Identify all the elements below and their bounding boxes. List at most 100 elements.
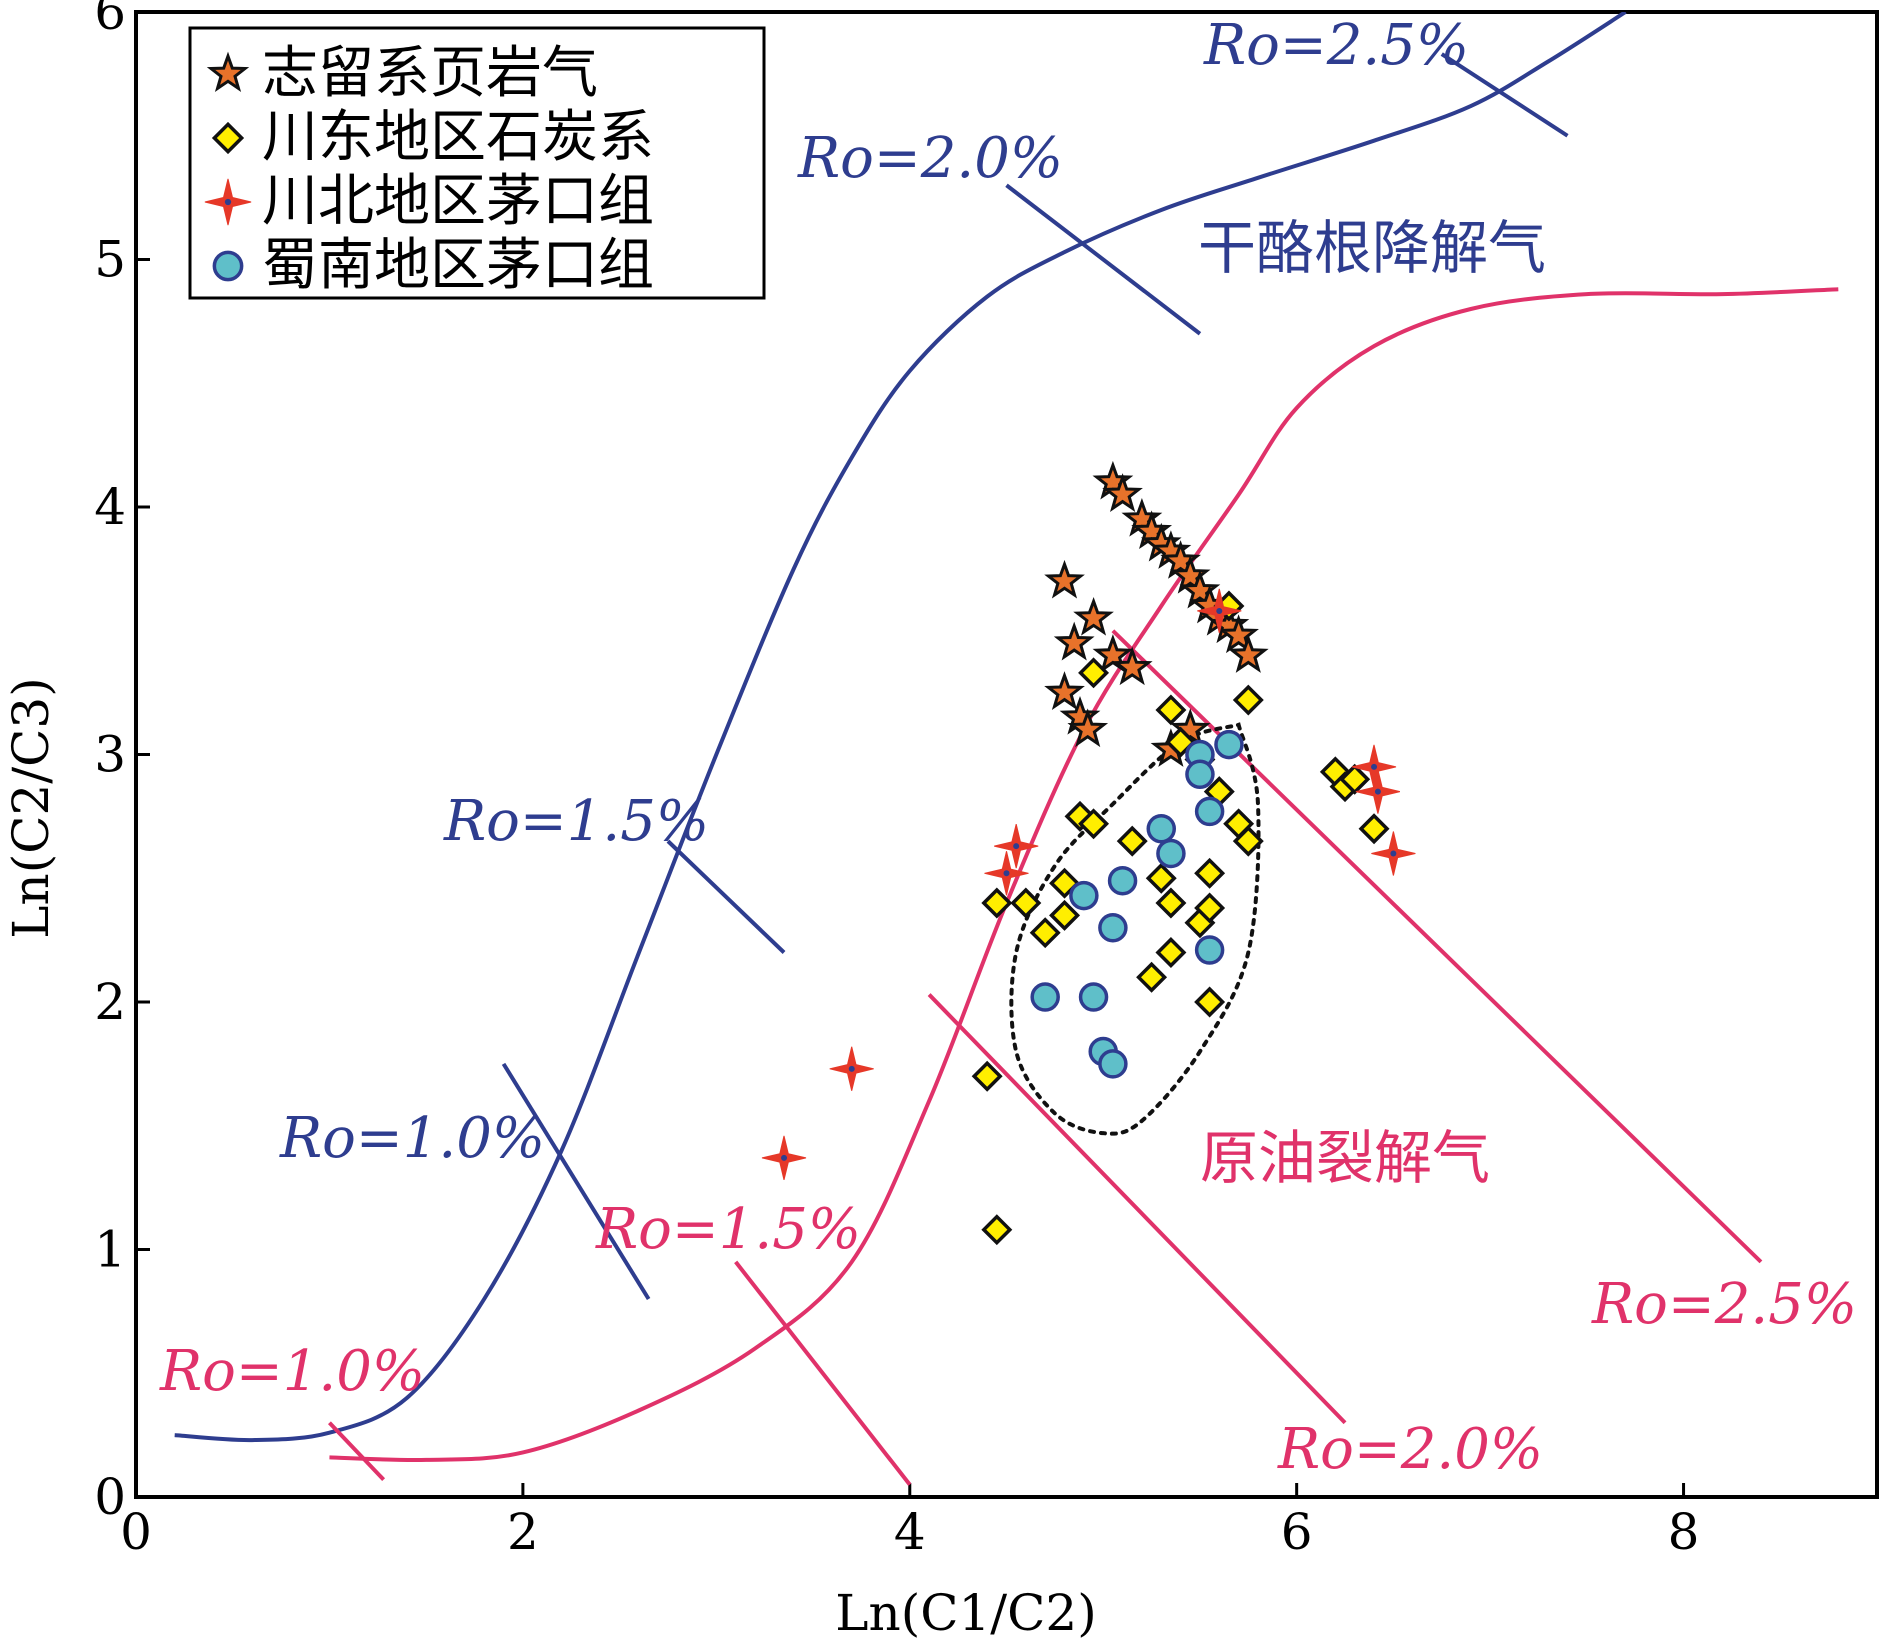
y-tick-label: 5	[94, 231, 126, 289]
sparkle-point	[994, 823, 1039, 869]
legend-star-icon	[206, 51, 250, 92]
star-point	[1111, 646, 1153, 686]
sparkle-point	[1355, 769, 1401, 814]
legend-diamond-icon	[211, 121, 245, 155]
circle-point	[1194, 796, 1225, 827]
diamond-point	[1145, 862, 1177, 894]
circle-point	[1098, 913, 1128, 943]
y-tick-label: 4	[94, 478, 126, 536]
x-tick-label: 8	[1668, 1503, 1700, 1561]
circle-point	[1030, 982, 1060, 1012]
kerogen-curve	[174, 12, 1627, 1443]
kerogen-iso-line	[1440, 52, 1569, 138]
svg-text:Ro=1.5%: Ro=1.5%	[595, 1197, 861, 1262]
sparkle-point	[984, 851, 1029, 896]
star-point	[1092, 634, 1134, 673]
diamond-point	[1194, 857, 1226, 889]
diamond-point	[1232, 684, 1264, 716]
svg-text:Ro=2.5%: Ro=2.5%	[1203, 13, 1469, 78]
star-point	[1179, 569, 1221, 609]
diamond-point	[1358, 813, 1390, 845]
ro-labels: Ro=2.5% Ro=2.0% Ro=1.5% Ro=1.0% Ro=1.0% …	[159, 13, 1857, 1482]
diamond-point	[1029, 917, 1061, 949]
oil-cracking-curve	[329, 287, 1839, 1463]
oil-cracking-iso-line	[927, 993, 1347, 1425]
x-axis-title: Ln(C1/C2)	[835, 1584, 1096, 1642]
kerogen-iso-line	[666, 839, 786, 954]
diamond-point	[1136, 961, 1168, 993]
sparkle-point	[829, 1046, 874, 1091]
axis-ticks: 0 2 4 6 8 0 1 2 3 4 5 6	[94, 0, 1699, 1561]
diamond-point	[1078, 657, 1110, 689]
diamond-point	[1155, 887, 1187, 919]
legend: 志留系页岩气 川东地区石炭系 川北地区茅口组 蜀南地区茅口组	[188, 26, 766, 300]
kerogen-iso-line	[1005, 183, 1202, 336]
diamond-point	[1194, 892, 1226, 924]
diamond-point	[1232, 825, 1264, 857]
diamond-point	[1049, 899, 1081, 931]
circle-point	[1146, 814, 1177, 844]
star-point	[1044, 559, 1085, 599]
circle-point	[1214, 729, 1244, 760]
diamond-point	[1010, 887, 1042, 919]
circle-point	[1156, 838, 1186, 869]
svg-text:Ro=2.5%: Ro=2.5%	[1591, 1272, 1857, 1337]
svg-text:Ro=1.0%: Ro=1.0%	[159, 1339, 425, 1404]
diamond-point	[1339, 763, 1371, 795]
star-point	[1169, 554, 1211, 594]
x-tick-label: 0	[120, 1503, 152, 1561]
data-markers	[761, 460, 1416, 1246]
star-point	[1160, 540, 1201, 579]
x-tick-label: 2	[507, 1503, 539, 1561]
ro-label-kerogen-1.5: Ro=1.5%	[443, 789, 709, 854]
diamond-point	[1064, 800, 1096, 832]
sparkle-point	[1197, 588, 1242, 634]
ro-label-oil-1.5: Ro=1.5%	[595, 1197, 861, 1262]
legend-sparkle-icon	[204, 178, 252, 226]
ro-label-oil-2.5: Ro=2.5%	[1591, 1272, 1857, 1337]
y-tick-label: 3	[94, 726, 126, 784]
diamond-point	[1116, 825, 1148, 857]
y-tick-label: 1	[94, 1221, 126, 1279]
ro-label-kerogen-2.5: Ro=2.5%	[1203, 13, 1469, 78]
shunan-outline	[1009, 722, 1261, 1136]
star-point	[1053, 621, 1095, 661]
circle-point	[1078, 982, 1109, 1012]
x-tick-label: 6	[1281, 1503, 1313, 1561]
legend-label-chuandong: 川东地区石炭系	[262, 105, 654, 170]
circle-point	[1194, 935, 1225, 965]
shunan-dotted-outline	[1009, 722, 1261, 1136]
svg-text:Ro=1.5%: Ro=1.5%	[443, 789, 709, 854]
oil-cracking-iso-line	[734, 1260, 912, 1486]
ro-label-kerogen-1.0: Ro=1.0%	[279, 1106, 545, 1171]
diamond-point	[981, 1214, 1013, 1246]
sparkle-point	[1371, 831, 1416, 876]
circle-point	[1069, 880, 1099, 911]
circle-point	[1098, 1049, 1128, 1079]
y-tick-label: 0	[94, 1468, 126, 1526]
star-point	[1044, 671, 1085, 710]
diamond-point	[971, 1060, 1003, 1092]
sparkle-point	[761, 1135, 807, 1181]
region-label-oil-cracking: 原油裂解气	[1200, 1124, 1490, 1192]
diamond-point	[1194, 986, 1226, 1018]
circle-point	[1107, 865, 1138, 896]
ro-label-oil-2.0: Ro=2.0%	[1277, 1417, 1543, 1482]
y-tick-label: 6	[94, 0, 126, 41]
x-tick-label: 4	[894, 1503, 926, 1561]
legend-box	[188, 26, 766, 300]
ro-label-oil-1.0: Ro=1.0%	[159, 1339, 425, 1404]
legend-markers	[204, 51, 252, 282]
kerogen-iso-line	[501, 1062, 651, 1301]
legend-circle-icon	[212, 250, 244, 282]
star-point	[1218, 614, 1259, 654]
svg-text:Ro=1.0%: Ro=1.0%	[279, 1106, 545, 1171]
diamond-point	[1078, 808, 1110, 840]
circle-point	[1185, 759, 1215, 790]
svg-text:Ro=2.0%: Ro=2.0%	[797, 126, 1063, 191]
ro-label-kerogen-2.0: Ro=2.0%	[797, 126, 1063, 191]
star-point	[1067, 708, 1109, 748]
legend-label-chuanbei: 川北地区茅口组	[262, 169, 654, 234]
